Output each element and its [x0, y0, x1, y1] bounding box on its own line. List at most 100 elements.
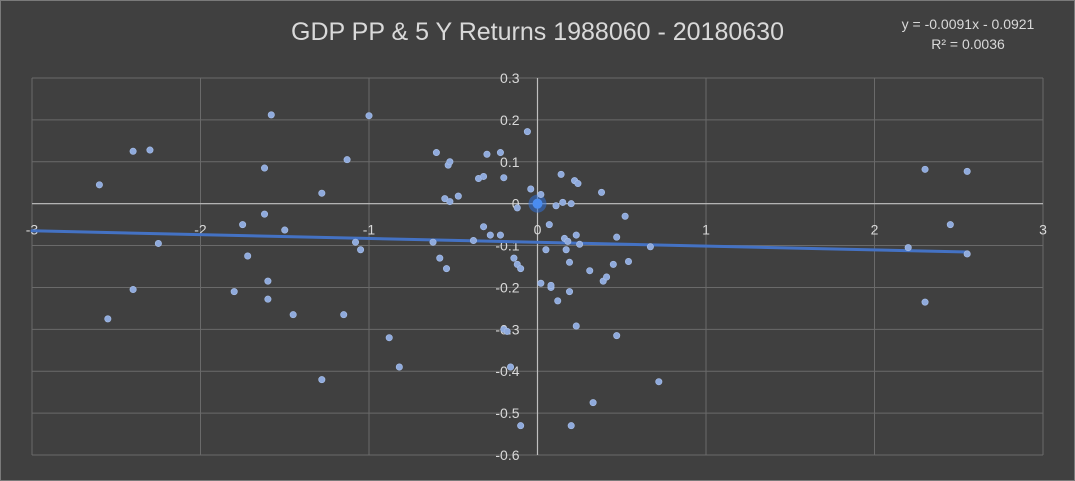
data-point — [517, 422, 525, 430]
x-tick-label: -1 — [363, 222, 376, 238]
data-point — [655, 378, 663, 386]
data-point — [244, 252, 252, 260]
data-point — [586, 267, 594, 275]
data-point — [963, 167, 971, 175]
data-point — [483, 150, 491, 158]
data-point — [566, 258, 574, 266]
data-point — [432, 149, 440, 157]
data-point — [496, 231, 504, 239]
x-tick-label: 1 — [702, 222, 710, 238]
trendline — [30, 229, 969, 254]
data-point — [357, 246, 365, 254]
data-point — [513, 204, 521, 212]
data-point — [566, 288, 574, 296]
data-point — [385, 334, 393, 342]
y-tick-label: 0 — [512, 196, 520, 212]
data-point — [289, 311, 297, 319]
data-point — [946, 221, 954, 229]
data-point — [429, 238, 437, 246]
data-point — [603, 273, 611, 281]
data-point — [446, 158, 454, 166]
data-point — [613, 332, 621, 340]
data-point — [239, 221, 247, 229]
data-point — [537, 190, 545, 198]
data-point — [507, 363, 515, 371]
data-point — [904, 244, 912, 252]
data-point — [545, 221, 553, 229]
data-point — [624, 257, 632, 265]
data-point — [480, 223, 488, 231]
trendline-line — [30, 229, 969, 254]
data-point — [340, 311, 348, 319]
data-point — [365, 112, 373, 120]
data-point — [552, 202, 560, 210]
data-point — [496, 149, 504, 157]
data-point — [572, 231, 580, 239]
data-point — [963, 250, 971, 258]
data-point — [542, 246, 550, 254]
data-point — [446, 198, 454, 206]
y-tick-label: 0.1 — [500, 154, 520, 170]
chart-title: GDP PP & 5 Y Returns 1988060 - 20180630 — [291, 18, 784, 46]
data-point — [557, 170, 565, 178]
data-point — [598, 188, 606, 196]
y-tick-label: -0.6 — [495, 447, 519, 463]
data-point — [318, 189, 326, 197]
y-tick-label: 0.3 — [500, 70, 520, 86]
data-point — [564, 237, 572, 245]
data-points — [95, 111, 971, 430]
x-tick-label: 0 — [534, 222, 542, 238]
data-point — [609, 260, 617, 268]
data-point — [621, 212, 629, 220]
data-point — [318, 376, 326, 384]
data-point — [646, 243, 654, 251]
data-point — [352, 238, 360, 246]
data-point — [554, 297, 562, 305]
tick-labels: -3-2-101230.30.20.10-0.1-0.2-0.3-0.4-0.5… — [26, 70, 1047, 463]
y-tick-label: -0.2 — [495, 279, 519, 295]
data-point — [95, 181, 103, 189]
data-point — [559, 198, 567, 206]
data-point — [395, 363, 403, 371]
data-point — [436, 254, 444, 262]
data-point — [500, 174, 508, 182]
data-point — [281, 226, 289, 234]
data-point — [343, 156, 351, 164]
x-tick-label: 3 — [1039, 222, 1047, 238]
data-point — [574, 180, 582, 188]
data-point — [129, 286, 137, 294]
y-tick-label: -0.5 — [495, 405, 519, 421]
data-point — [480, 172, 488, 180]
trendline-equation: y = -0.0091x - 0.0921 — [901, 16, 1035, 32]
data-point — [443, 265, 451, 273]
data-point — [523, 128, 531, 136]
x-tick-label: 2 — [871, 222, 879, 238]
data-point — [510, 254, 518, 262]
data-point — [486, 231, 494, 239]
data-point — [567, 200, 575, 208]
data-point — [589, 399, 597, 407]
data-point — [469, 237, 477, 245]
data-point — [129, 147, 137, 155]
data-point — [517, 265, 525, 273]
axes — [32, 78, 1043, 455]
y-tick-label: 0.2 — [500, 112, 520, 128]
data-point — [567, 422, 575, 430]
data-point — [230, 288, 238, 296]
trendline-label: y = -0.0091x - 0.0921 R² = 0.0036 — [880, 14, 1056, 54]
data-point — [921, 298, 929, 306]
data-point — [921, 165, 929, 173]
data-point — [261, 210, 269, 218]
data-point — [146, 146, 154, 154]
data-point — [562, 246, 570, 254]
data-point — [261, 164, 269, 172]
trendline-r-squared: R² = 0.0036 — [931, 36, 1005, 52]
data-point — [454, 192, 462, 200]
data-point — [547, 281, 555, 289]
data-point — [613, 233, 621, 241]
data-point — [264, 277, 272, 285]
data-point — [104, 315, 112, 323]
data-point — [264, 295, 272, 303]
data-point — [576, 240, 584, 248]
